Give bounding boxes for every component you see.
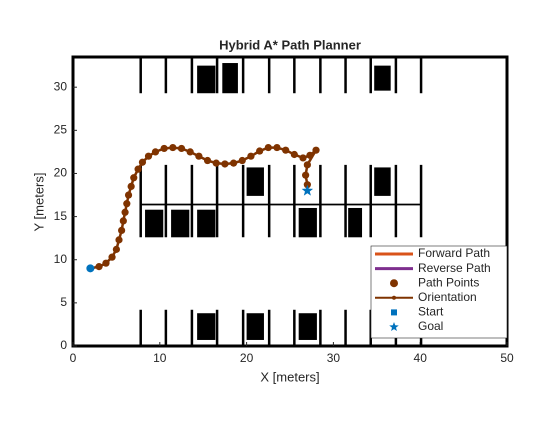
obstacle xyxy=(140,203,422,206)
y-tick-label: 5 xyxy=(60,295,67,309)
path-point xyxy=(221,160,229,168)
path-point xyxy=(119,217,127,225)
legend-label: Forward Path xyxy=(418,246,490,260)
path-point xyxy=(203,156,212,165)
path-point xyxy=(127,182,135,191)
path-point xyxy=(130,174,138,182)
obstacle xyxy=(197,65,216,94)
legend-swatch xyxy=(389,322,399,332)
x-tick-label: 50 xyxy=(500,351,514,365)
x-tick-label: 30 xyxy=(327,351,341,365)
path-point xyxy=(299,154,307,162)
path-point xyxy=(169,143,177,152)
legend-label: Start xyxy=(418,305,444,319)
obstacle xyxy=(171,209,190,238)
path-point xyxy=(306,151,314,159)
path-point xyxy=(303,161,311,169)
path-point xyxy=(273,143,281,152)
y-axis-label: Y [meters] xyxy=(31,172,46,231)
path-point xyxy=(121,208,129,216)
path-point xyxy=(144,152,153,160)
obstacle xyxy=(374,167,391,196)
path-point xyxy=(186,148,194,156)
path-point xyxy=(138,158,147,166)
x-axis-label: X [meters] xyxy=(260,369,319,384)
start-marker xyxy=(86,264,95,273)
path-point xyxy=(151,148,160,156)
x-tick-label: 0 xyxy=(70,351,77,365)
x-tick-label: 20 xyxy=(240,351,254,365)
x-tick-label: 10 xyxy=(153,351,167,365)
path-point xyxy=(303,181,311,189)
obstacle xyxy=(374,65,391,91)
path-point xyxy=(212,159,220,167)
x-tick-label: 40 xyxy=(414,351,428,365)
y-tick-label: 20 xyxy=(54,166,68,180)
path-point xyxy=(264,143,272,152)
path-point xyxy=(134,165,142,173)
legend-label: Goal xyxy=(418,319,443,333)
obstacle xyxy=(348,207,363,238)
path-point xyxy=(282,146,290,154)
path-point xyxy=(124,191,133,199)
path-point xyxy=(123,200,131,208)
obstacle xyxy=(298,313,317,340)
path-point xyxy=(160,144,168,153)
map-border xyxy=(71,55,509,348)
y-tick-label: 25 xyxy=(54,123,68,137)
path-point xyxy=(290,150,298,159)
obstacle xyxy=(197,313,216,340)
obstacle xyxy=(222,63,238,94)
obstacle xyxy=(246,313,264,340)
path-point xyxy=(247,152,255,160)
path-point xyxy=(118,226,126,234)
y-tick-label: 15 xyxy=(54,209,68,223)
path-point xyxy=(115,236,123,244)
y-tick-label: 10 xyxy=(54,252,68,266)
path-point xyxy=(102,259,110,267)
path-point xyxy=(195,152,203,160)
path-point xyxy=(256,147,264,155)
legend-box xyxy=(370,245,508,339)
obstacle xyxy=(246,167,264,196)
legend-label: Orientation xyxy=(418,290,477,304)
obstacle xyxy=(145,209,164,238)
obstacle xyxy=(298,207,317,238)
path-point xyxy=(229,159,238,167)
path-point xyxy=(108,253,116,261)
path-point xyxy=(238,156,246,165)
obstacle xyxy=(197,209,216,238)
y-tick-label: 0 xyxy=(60,338,67,352)
path-point xyxy=(95,263,103,271)
path-point xyxy=(312,146,320,154)
legend-swatch xyxy=(392,295,396,300)
path-point xyxy=(112,245,120,253)
path-point xyxy=(302,171,310,179)
y-tick-label: 30 xyxy=(54,79,68,93)
chart-title: Hybrid A* Path Planner xyxy=(219,37,361,52)
legend-label: Path Points xyxy=(418,275,479,289)
legend-swatch xyxy=(391,309,397,316)
legend-label: Reverse Path xyxy=(418,261,491,275)
legend-swatch xyxy=(390,279,398,288)
goal-marker xyxy=(301,184,314,196)
path-point xyxy=(177,144,186,153)
